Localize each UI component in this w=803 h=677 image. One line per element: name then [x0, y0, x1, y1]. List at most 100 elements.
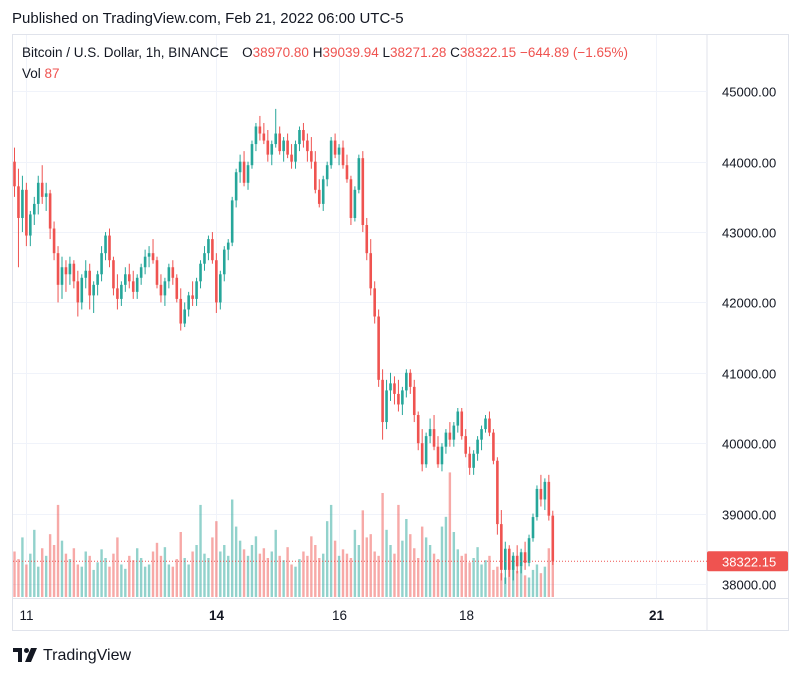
volume-bar — [369, 534, 372, 597]
volume-bar — [484, 560, 487, 597]
volume-bar — [21, 537, 24, 597]
volume-bar — [60, 540, 64, 597]
volume-bar — [238, 540, 242, 597]
candle-body — [381, 379, 384, 423]
volume-bar — [203, 553, 206, 597]
candle-body — [127, 274, 131, 282]
volume-bar — [274, 529, 277, 597]
volume-bar — [417, 558, 420, 597]
volume-bar — [254, 536, 258, 597]
close-value: 38322.15 — [459, 45, 517, 60]
candle-body — [500, 524, 503, 570]
volume-bar — [519, 566, 523, 597]
volume-bar — [48, 534, 52, 597]
candle-body — [163, 281, 167, 296]
open-value: 38970.80 — [252, 45, 309, 60]
candle-body — [29, 214, 32, 236]
candle-body — [246, 165, 250, 183]
candle-body — [36, 182, 40, 204]
candle-body — [302, 130, 305, 141]
volume-bar — [341, 549, 345, 597]
volume-bar — [539, 573, 543, 597]
volume-bar — [401, 540, 404, 597]
volume-bar — [492, 569, 495, 597]
candle-body — [314, 161, 317, 190]
candle-body — [397, 393, 400, 405]
candle-body — [68, 263, 72, 275]
volume-bar — [294, 566, 297, 597]
volume-bar — [353, 529, 357, 597]
volume-bar — [44, 555, 48, 597]
volume-legend: Vol 87 — [22, 66, 60, 81]
candle-body — [108, 235, 111, 261]
volume-bar — [230, 499, 234, 597]
candle-body — [40, 182, 44, 197]
volume-bar — [444, 516, 448, 597]
candle-body — [167, 267, 171, 282]
candle-body — [84, 270, 88, 278]
volume-bar — [436, 559, 440, 597]
volume-bar — [195, 545, 198, 597]
candle-body — [48, 193, 52, 229]
candle-body — [444, 432, 448, 447]
candle-body — [511, 555, 515, 570]
volume-bar — [361, 510, 365, 597]
y-tick-label: 40000.00 — [722, 437, 776, 452]
candle-body — [171, 267, 175, 278]
volume-bar — [132, 560, 135, 597]
volume-bar — [246, 555, 250, 597]
candle-body — [183, 309, 186, 324]
candle-body — [484, 418, 487, 430]
high-value: 39039.94 — [322, 45, 379, 60]
volume-bar — [413, 548, 416, 597]
chart-frame — [12, 34, 789, 631]
candle-body — [139, 267, 143, 278]
candle-body — [420, 443, 424, 465]
candle-body — [254, 126, 258, 145]
candle-body — [52, 228, 56, 254]
volume-bar — [37, 566, 40, 597]
volume-bar — [96, 562, 99, 597]
volume-bar — [310, 536, 313, 597]
candle-body — [219, 274, 222, 303]
candle-body — [266, 140, 270, 155]
x-tick-label: 18 — [459, 608, 474, 623]
candle-body — [424, 436, 428, 465]
candle-body — [151, 253, 155, 261]
candle-body — [535, 488, 539, 518]
candle-body — [440, 446, 444, 465]
x-tick-label: 21 — [649, 608, 665, 623]
candle-body — [124, 274, 127, 285]
candle-body — [21, 189, 24, 218]
candle-body — [56, 253, 60, 285]
volume-bar — [302, 551, 305, 597]
candle-body — [92, 284, 95, 296]
y-tick-label: 43000.00 — [722, 226, 776, 241]
volume-bar — [25, 564, 28, 597]
volume-bar — [187, 564, 190, 597]
tradingview-logo-icon — [13, 648, 37, 664]
volume-bar — [13, 551, 16, 597]
candle-body — [262, 133, 266, 141]
candle-body — [531, 517, 535, 539]
open-label: O — [242, 45, 253, 60]
volume-bar — [325, 521, 329, 597]
candle-body — [80, 277, 84, 303]
y-tick-label: 38000.00 — [722, 578, 776, 593]
candle-body — [203, 253, 206, 264]
candle-body — [452, 425, 456, 440]
candle-body — [155, 260, 159, 285]
candle-body — [44, 193, 48, 197]
candle-body — [60, 267, 64, 285]
candle-body — [365, 225, 369, 254]
candle-body — [349, 179, 353, 218]
volume-bar — [250, 545, 254, 597]
volume-bar — [56, 504, 60, 597]
candle-body — [238, 161, 242, 173]
footer-brand[interactable]: TradingView — [13, 647, 131, 665]
candle-body — [377, 316, 380, 380]
volume-bar — [282, 560, 285, 597]
volume-bar — [270, 551, 273, 597]
candle-body — [96, 274, 99, 285]
